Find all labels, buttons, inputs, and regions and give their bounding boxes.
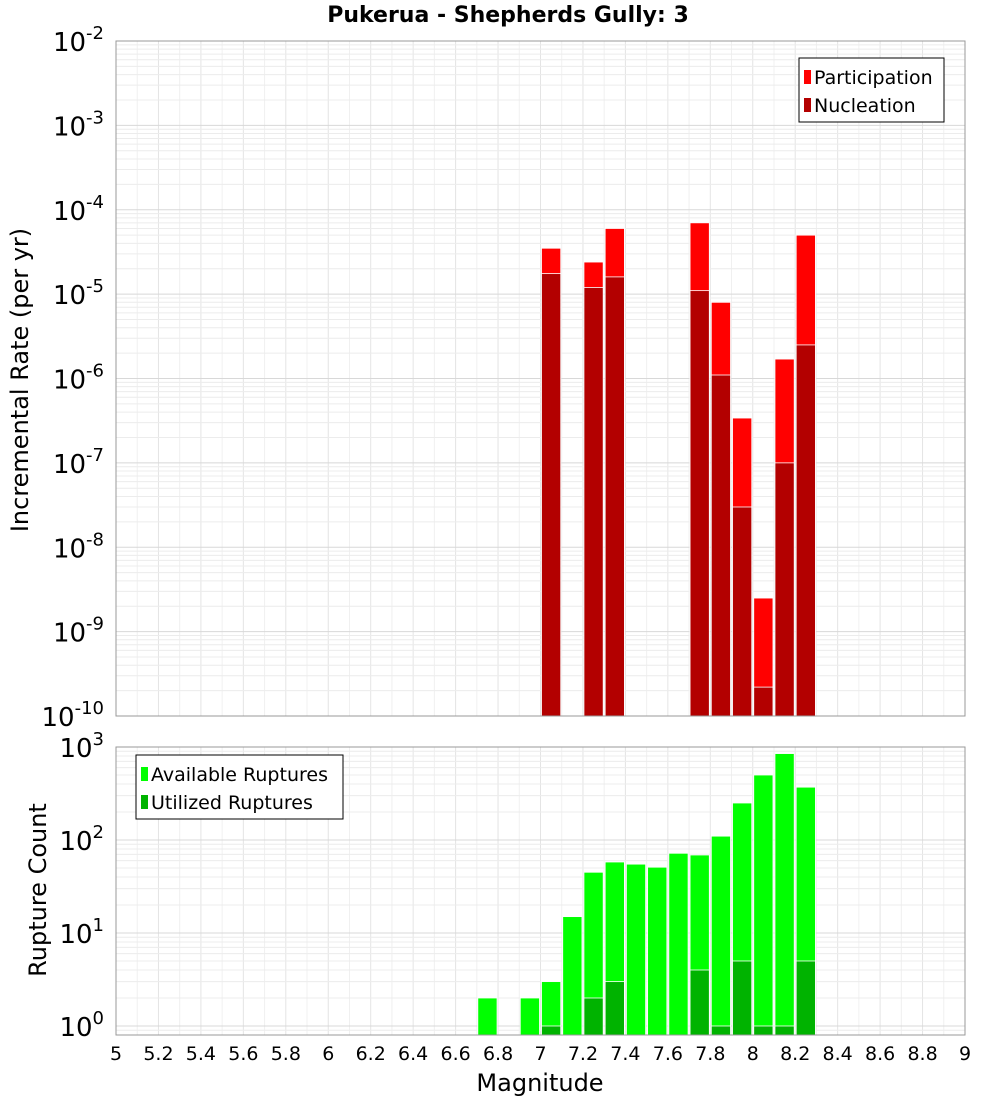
x-tick-label: 5 bbox=[110, 1043, 122, 1065]
top-bar-nucleation bbox=[795, 344, 816, 717]
x-tick-label: 7.4 bbox=[610, 1043, 640, 1065]
bottom-y-axis-label: Rupture Count bbox=[24, 803, 52, 977]
x-axis-label: Magnitude bbox=[476, 1069, 603, 1097]
x-tick-label: 8.8 bbox=[907, 1043, 937, 1065]
top-y-ticks: 10-2 10-3 10-4 10-5 10-6 10-7 10-8 10-9 10-10 bbox=[42, 23, 105, 733]
x-tick-label: 8 bbox=[747, 1043, 759, 1065]
top-y-tick-label: 10-9 bbox=[53, 614, 104, 649]
top-legend: Participation Nucleation bbox=[798, 57, 945, 123]
bottom-legend-swatch bbox=[141, 795, 148, 809]
top-legend-label: Participation bbox=[814, 67, 933, 89]
top-y-tick-label: 10-4 bbox=[53, 192, 104, 227]
top-y-tick-label: 10-6 bbox=[53, 361, 104, 396]
x-tick-label: 5.6 bbox=[228, 1043, 258, 1065]
bottom-bar-available-ruptures bbox=[519, 997, 540, 1036]
bottom-bar-utilized-ruptures bbox=[689, 969, 710, 1036]
top-bar-nucleation bbox=[541, 273, 562, 717]
top-bar-nucleation bbox=[710, 374, 731, 717]
x-tick-label: 5.4 bbox=[186, 1043, 216, 1065]
chart-title: Pukerua - Shepherds Gully: 3 bbox=[327, 3, 689, 28]
bottom-y-tick-label: 102 bbox=[59, 822, 104, 857]
bottom-bars bbox=[477, 753, 816, 1036]
x-tick-label: 8.4 bbox=[823, 1043, 853, 1065]
bottom-bar-available-ruptures bbox=[626, 863, 647, 1036]
top-bar-nucleation bbox=[604, 276, 625, 717]
bottom-bar-available-ruptures bbox=[647, 866, 668, 1036]
bottom-plot-frame bbox=[115, 746, 966, 1036]
bottom-legend-label: Utilized Ruptures bbox=[151, 792, 313, 814]
x-tick-label: 6.2 bbox=[356, 1043, 386, 1065]
bottom-bar-utilized-ruptures bbox=[795, 960, 816, 1036]
bottom-legend: Available Ruptures Utilized Ruptures bbox=[135, 754, 344, 820]
x-tick-label: 6.4 bbox=[398, 1043, 428, 1065]
top-bar-nucleation bbox=[583, 287, 604, 717]
bottom-bar-available-ruptures bbox=[710, 835, 731, 1036]
x-tick-label: 5.8 bbox=[271, 1043, 301, 1065]
top-bar-nucleation bbox=[689, 290, 710, 717]
bottom-bar-utilized-ruptures bbox=[774, 1025, 795, 1036]
top-y-axis-label: Incremental Rate (per yr) bbox=[6, 228, 34, 532]
top-y-tick-label: 10-5 bbox=[53, 276, 104, 311]
bottom-legend-box bbox=[135, 754, 344, 820]
top-bar-nucleation bbox=[753, 686, 774, 717]
x-tick-label: 8.2 bbox=[780, 1043, 810, 1065]
bottom-panel-rupture-count: 103 102 101 100 Available Ruptures Utilized R… bbox=[59, 729, 966, 1043]
bottom-bar-available-ruptures bbox=[668, 852, 689, 1036]
x-tick-label: 7.6 bbox=[653, 1043, 683, 1065]
bottom-bar-available-ruptures bbox=[477, 997, 498, 1036]
x-axis-ticks: 5 5.2 5.4 5.6 5.8 6 6.2 6.4 6.6 6.8 7 7.2 7.4 7.6 7.8 8… bbox=[110, 1043, 971, 1065]
x-tick-label: 7.2 bbox=[568, 1043, 598, 1065]
top-plot-frame bbox=[115, 40, 966, 717]
bottom-bar-utilized-ruptures bbox=[710, 1025, 731, 1036]
bottom-bar-available-ruptures bbox=[753, 774, 774, 1036]
x-tick-label: 9 bbox=[959, 1043, 971, 1065]
bottom-bar-utilized-ruptures bbox=[541, 1025, 562, 1036]
top-bar-nucleation bbox=[732, 506, 753, 717]
top-legend-swatch bbox=[804, 70, 811, 84]
top-y-tick-label: 10-3 bbox=[53, 107, 104, 142]
bottom-bar-available-ruptures bbox=[774, 753, 795, 1036]
x-tick-label: 6.8 bbox=[483, 1043, 513, 1065]
top-legend-box bbox=[798, 57, 945, 123]
x-tick-label: 7.8 bbox=[695, 1043, 725, 1065]
x-tick-label: 7 bbox=[534, 1043, 546, 1065]
bottom-y-tick-label: 103 bbox=[59, 729, 104, 764]
bottom-y-tick-label: 101 bbox=[59, 915, 104, 950]
top-legend-swatch bbox=[804, 98, 811, 112]
bottom-bar-utilized-ruptures bbox=[753, 1025, 774, 1036]
bottom-legend-swatch bbox=[141, 767, 148, 781]
bottom-y-ticks: 103 102 101 100 bbox=[59, 729, 104, 1043]
x-tick-label: 6.6 bbox=[440, 1043, 470, 1065]
top-y-tick-label: 10-7 bbox=[53, 445, 104, 480]
bottom-bar-available-ruptures bbox=[562, 916, 583, 1036]
bottom-legend-label: Available Ruptures bbox=[151, 764, 328, 786]
top-y-tick-label: 10-8 bbox=[53, 529, 104, 564]
x-tick-label: 8.6 bbox=[865, 1043, 895, 1065]
top-y-tick-label: 10-10 bbox=[42, 698, 105, 733]
bottom-bar-utilized-ruptures bbox=[604, 981, 625, 1036]
top-panel-incremental-rate: 10-2 10-3 10-4 10-5 10-6 10-7 10-8 10-9 10-10 Par… bbox=[42, 23, 966, 733]
bottom-bar-utilized-ruptures bbox=[583, 997, 604, 1036]
x-tick-label: 6 bbox=[322, 1043, 334, 1065]
bottom-bar-utilized-ruptures bbox=[732, 960, 753, 1036]
top-legend-label: Nucleation bbox=[814, 95, 916, 117]
x-tick-label: 5.2 bbox=[143, 1043, 173, 1065]
top-y-tick-label: 10-2 bbox=[53, 23, 104, 58]
bottom-y-tick-label: 100 bbox=[59, 1008, 104, 1043]
top-bar-nucleation bbox=[774, 462, 795, 717]
